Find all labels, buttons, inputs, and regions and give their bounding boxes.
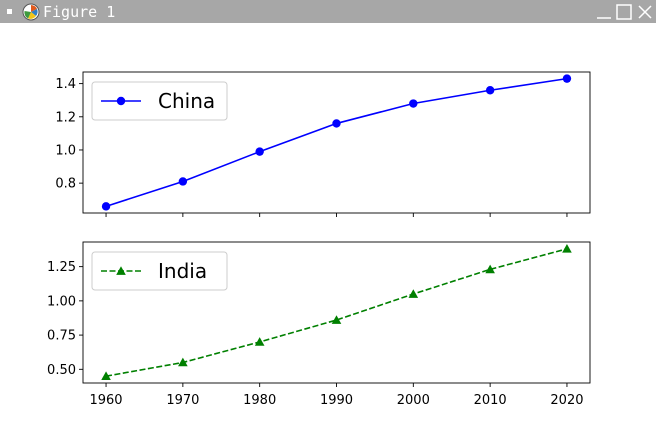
close-icon[interactable] <box>637 4 653 20</box>
legend-box <box>91 81 228 121</box>
x-tick-label: 1990 <box>320 393 353 408</box>
data-point <box>332 119 341 128</box>
data-point <box>562 74 572 83</box>
data-point <box>331 315 342 324</box>
data-point <box>101 371 111 380</box>
y-tick-label: 1.2 <box>55 110 76 125</box>
legend: China <box>91 81 228 121</box>
data-point <box>408 289 419 298</box>
legend-box <box>91 251 228 291</box>
legend-label: China <box>158 89 215 113</box>
y-tick-label: 0.50 <box>47 363 76 378</box>
x-tick-label: 1970 <box>166 393 199 408</box>
data-point <box>485 264 495 274</box>
window-titlebar: Figure 1 <box>0 0 656 23</box>
y-tick-label: 0.75 <box>47 329 76 344</box>
window-title: Figure 1 <box>43 3 116 21</box>
y-tick-label: 1.4 <box>55 77 76 92</box>
chart-panel-1: 0.8 1.0 1.2 1.4 China <box>55 71 591 217</box>
chart-panel-2: 0.50 0.75 1.00 1.25 1960 1970 1980 1990 2000 2010… <box>47 241 591 408</box>
y-tick-label: 1.00 <box>47 294 76 309</box>
x-tick-label: 2010 <box>474 393 507 408</box>
data-point <box>409 99 418 108</box>
data-point <box>254 337 265 346</box>
legend-marker <box>116 266 126 275</box>
window-menu-icon[interactable] <box>7 9 12 14</box>
y-tick-label: 0.8 <box>55 177 76 192</box>
legend-marker <box>116 96 126 106</box>
legend: India <box>91 251 228 291</box>
y-tick-label: 1.0 <box>55 143 76 158</box>
x-tick-label: 1980 <box>243 393 276 408</box>
data-point <box>101 202 111 211</box>
x-tick-label: 2020 <box>550 393 583 408</box>
data-point <box>485 86 495 95</box>
y-tick-label: 1.25 <box>47 260 76 275</box>
legend-label: India <box>158 259 207 283</box>
data-point <box>178 177 188 186</box>
x-tick-label: 2000 <box>397 393 430 408</box>
data-point <box>178 357 188 367</box>
data-point <box>562 244 572 253</box>
data-point <box>255 147 264 156</box>
figure-canvas: 0.8 1.0 1.2 1.4 China 0.50 0.75 1.00 1.25 1960 197… <box>47 71 591 408</box>
minimize-icon[interactable] <box>596 4 612 20</box>
x-tick-label: 1960 <box>89 393 122 408</box>
matplotlib-logo-icon <box>22 3 40 21</box>
maximize-icon[interactable] <box>616 4 632 20</box>
